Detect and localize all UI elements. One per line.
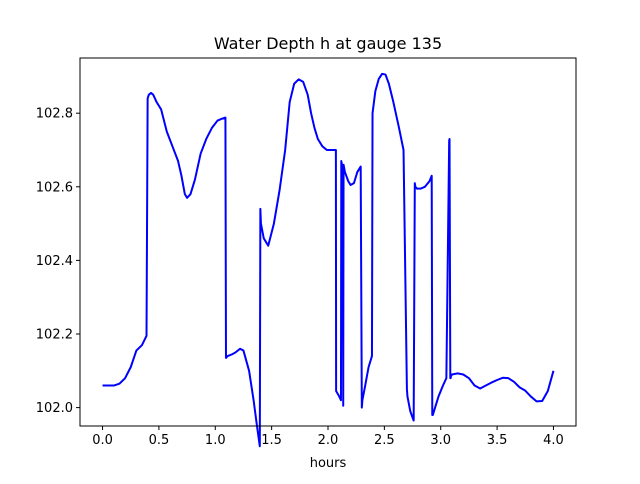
x-tick-label: 3.5 (487, 433, 508, 448)
x-tick-label: 1.0 (205, 433, 226, 448)
x-tick-label: 4.0 (543, 433, 564, 448)
x-tick-label: 1.5 (261, 433, 282, 448)
x-tick-label: 3.0 (430, 433, 451, 448)
x-axis-label: hours (310, 456, 347, 471)
y-tick-label: 102.2 (36, 328, 73, 343)
chart-title: Water Depth h at gauge 135 (214, 34, 442, 53)
series-line-0 (102, 72, 555, 448)
x-tick-label: 0.0 (92, 433, 113, 448)
plot-area: 0.0 0.5 1.0 1.5 2.0 2.5 3.0 3.5 4.0 102.0 102.2 102… (36, 57, 577, 448)
y-tick-label: 102.4 (36, 254, 73, 269)
x-tick-label: 2.0 (318, 433, 339, 448)
y-tick-label: 102.6 (36, 180, 73, 195)
x-tick-label: 0.5 (149, 433, 170, 448)
y-tick-label: 102.8 (36, 107, 73, 122)
x-tick-label: 2.5 (374, 433, 395, 448)
y-tick-label: 102.0 (36, 401, 73, 416)
